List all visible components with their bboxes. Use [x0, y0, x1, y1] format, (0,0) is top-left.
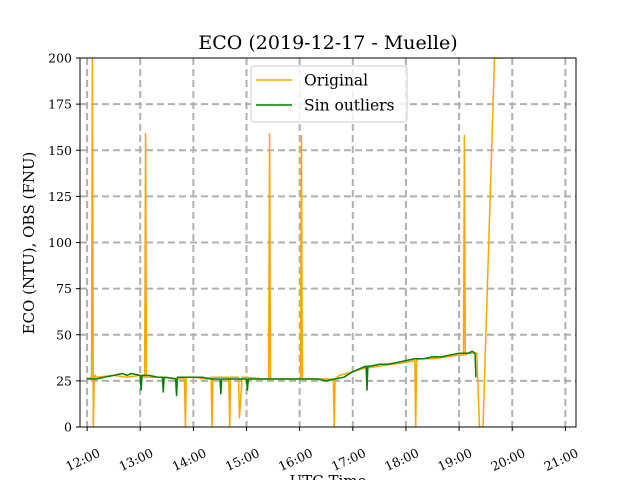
y-tick-label: 25 [56, 373, 72, 388]
x-tick-label: 13:00 [117, 445, 156, 474]
y-tick-label: 125 [48, 189, 72, 204]
y-tick-label: 0 [64, 420, 72, 435]
y-tick-label: 175 [48, 97, 72, 112]
x-tick-label: 21:00 [542, 445, 581, 474]
x-tick-label: 19:00 [435, 445, 474, 474]
x-tick-label: 16:00 [276, 445, 315, 474]
y-tick-label: 100 [48, 235, 72, 250]
legend: Original Sin outliers [250, 65, 408, 123]
legend-label: Sin outliers [304, 97, 395, 115]
plot-series [86, 58, 504, 427]
y-tick-label: 50 [56, 327, 72, 342]
legend-label: Original [304, 72, 368, 90]
y-axis-label: ECO (NTU), OBS (FNU) [20, 152, 38, 335]
y-tick-label: 150 [48, 143, 72, 158]
x-tick-label: 12:00 [63, 445, 102, 474]
y-tick-label: 200 [48, 51, 72, 66]
x-axis-label: UTC Time [290, 472, 367, 480]
chart-title: ECO (2019-12-17 - Muelle) [198, 32, 457, 54]
x-tick-label: 18:00 [382, 445, 421, 474]
series-line-sin-outliers [87, 350, 477, 397]
y-tick-label: 75 [56, 281, 72, 296]
x-tick-label: 20:00 [489, 445, 528, 474]
x-tick-label: 17:00 [329, 445, 368, 474]
x-tick-label: 15:00 [223, 445, 262, 474]
x-tick-label: 14:00 [170, 445, 209, 474]
